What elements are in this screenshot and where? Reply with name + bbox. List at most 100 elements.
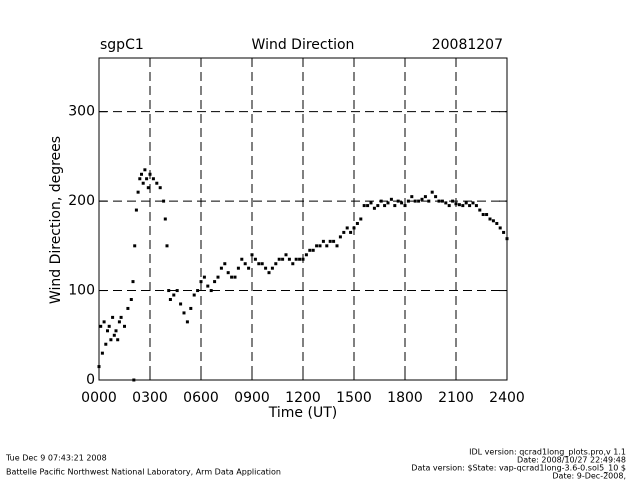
data-point bbox=[140, 172, 143, 176]
data-point bbox=[126, 306, 130, 310]
x-tick-label: 1200 bbox=[285, 390, 321, 406]
data-point bbox=[202, 275, 206, 279]
x-tick-label: 0600 bbox=[183, 390, 219, 406]
y-tick-label: 0 bbox=[86, 372, 95, 388]
data-point bbox=[104, 342, 108, 346]
data-point bbox=[396, 199, 400, 203]
footer-text: Tue Dec 9 07:43:21 2008 bbox=[5, 454, 107, 463]
data-point bbox=[196, 289, 200, 293]
data-point bbox=[287, 257, 291, 261]
data-point bbox=[332, 239, 336, 243]
data-point bbox=[403, 204, 407, 208]
data-point bbox=[308, 248, 312, 252]
data-point bbox=[338, 235, 342, 239]
data-point bbox=[291, 262, 295, 266]
data-point bbox=[143, 168, 147, 172]
data-point bbox=[264, 266, 268, 270]
data-point bbox=[138, 177, 142, 181]
data-point bbox=[389, 197, 393, 201]
data-point bbox=[179, 302, 183, 306]
data-point bbox=[134, 208, 138, 212]
data-point bbox=[294, 257, 298, 261]
data-point bbox=[250, 253, 254, 257]
data-point bbox=[253, 257, 257, 261]
data-point bbox=[400, 201, 404, 205]
data-point bbox=[155, 181, 159, 185]
data-point bbox=[454, 202, 458, 206]
data-point bbox=[168, 298, 172, 301]
data-point bbox=[219, 266, 223, 270]
data-point bbox=[393, 204, 397, 208]
data-point bbox=[267, 271, 271, 275]
data-point bbox=[376, 204, 380, 208]
data-point bbox=[369, 201, 373, 205]
data-point bbox=[457, 203, 461, 207]
data-point bbox=[423, 195, 427, 199]
data-point bbox=[274, 262, 278, 266]
data-point bbox=[102, 320, 106, 324]
data-point bbox=[151, 177, 155, 181]
x-tick-label: 1800 bbox=[387, 390, 423, 406]
data-point bbox=[97, 365, 101, 369]
data-point bbox=[284, 253, 288, 257]
y-tick-label: 300 bbox=[68, 104, 95, 120]
data-point bbox=[406, 199, 410, 203]
data-point bbox=[328, 239, 332, 243]
data-point bbox=[270, 266, 274, 270]
x-tick-label: 1500 bbox=[336, 390, 372, 406]
data-point bbox=[437, 199, 441, 203]
data-point bbox=[223, 262, 227, 266]
y-tick-label: 100 bbox=[68, 283, 95, 299]
data-point bbox=[233, 275, 237, 279]
footer-text: IDL version: qcrad1long_plots.pro,v 1.1 bbox=[469, 448, 626, 457]
data-point bbox=[145, 177, 149, 181]
data-point bbox=[133, 244, 137, 248]
x-tick-label: 0000 bbox=[81, 390, 117, 406]
data-point bbox=[335, 244, 339, 248]
chart-title: Wind Direction bbox=[252, 37, 355, 53]
data-point bbox=[260, 262, 264, 266]
data-point bbox=[100, 351, 104, 355]
data-point bbox=[434, 195, 438, 199]
data-point bbox=[119, 315, 123, 319]
data-point bbox=[148, 172, 152, 176]
data-point bbox=[182, 311, 186, 315]
data-point bbox=[315, 244, 319, 248]
data-point bbox=[461, 204, 465, 208]
data-point bbox=[301, 257, 305, 261]
data-point bbox=[175, 289, 179, 293]
y-axis-label: Wind Direction, degrees bbox=[48, 136, 64, 304]
data-point bbox=[491, 219, 495, 223]
data-point bbox=[109, 338, 113, 342]
data-point bbox=[485, 213, 489, 217]
data-point bbox=[359, 217, 363, 221]
data-point bbox=[240, 257, 244, 261]
data-point bbox=[209, 289, 213, 293]
data-point bbox=[366, 204, 370, 208]
data-point bbox=[257, 262, 261, 266]
data-point bbox=[146, 186, 150, 190]
data-point bbox=[318, 244, 322, 248]
data-point bbox=[495, 221, 499, 225]
data-point bbox=[471, 201, 475, 205]
data-point bbox=[277, 257, 281, 261]
data-point bbox=[106, 329, 109, 333]
data-point bbox=[505, 237, 509, 241]
data-point bbox=[372, 206, 376, 210]
data-point bbox=[129, 298, 133, 301]
data-point bbox=[342, 230, 346, 234]
data-point bbox=[386, 201, 390, 205]
data-point bbox=[304, 253, 308, 257]
data-point bbox=[216, 275, 220, 279]
data-point bbox=[131, 280, 135, 284]
data-point bbox=[427, 199, 431, 203]
data-point bbox=[345, 226, 349, 230]
data-point bbox=[502, 230, 506, 234]
data-point bbox=[247, 266, 251, 270]
footer-text: Battelle Pacific Northwest National Labo… bbox=[6, 468, 281, 477]
data-point bbox=[468, 204, 472, 208]
data-point bbox=[444, 201, 448, 205]
data-point bbox=[478, 208, 482, 212]
data-point bbox=[107, 324, 111, 328]
